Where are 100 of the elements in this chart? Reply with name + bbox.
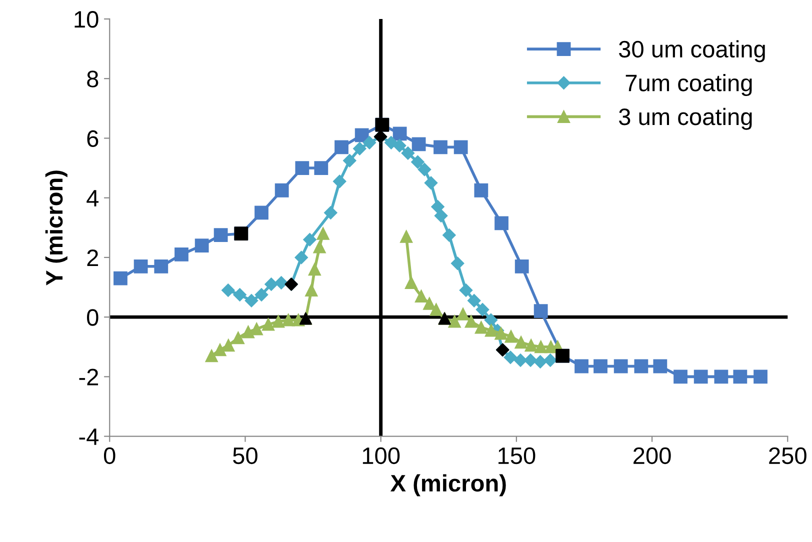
point: [305, 284, 318, 296]
point: [343, 154, 356, 168]
point: [484, 313, 498, 327]
legend-label: 3 um coating: [618, 108, 752, 130]
y-tick-label: 10: [74, 11, 98, 28]
point: [714, 370, 728, 384]
point: [524, 354, 538, 367]
point: [254, 206, 268, 220]
point: [634, 359, 648, 374]
point: [454, 140, 468, 154]
point: [353, 142, 366, 156]
point: [450, 256, 464, 270]
point: [244, 294, 258, 308]
x-tick-label: 50: [233, 447, 258, 464]
point: [282, 314, 295, 326]
point: [400, 230, 413, 243]
x-tick-label: 250: [769, 447, 806, 464]
point: [614, 359, 628, 374]
point: [242, 326, 254, 338]
point: [424, 176, 438, 190]
y-tick-label: -4: [79, 428, 99, 445]
point: [464, 315, 478, 328]
point: [313, 240, 326, 254]
point: [272, 315, 285, 328]
point: [418, 162, 432, 176]
x-axis-title: X (micron): [390, 474, 506, 496]
x-tick-label: 200: [634, 447, 671, 464]
point: [392, 126, 407, 141]
point: [295, 161, 310, 175]
point: [459, 284, 473, 297]
point: [694, 370, 708, 384]
point: [434, 209, 448, 222]
point: [134, 259, 148, 274]
point: [414, 290, 428, 302]
point: [333, 174, 346, 188]
point: [205, 350, 218, 362]
point: [214, 344, 226, 356]
point: [222, 339, 235, 352]
point: [254, 288, 268, 302]
point: [308, 263, 321, 276]
point: [303, 232, 316, 246]
legend-label: 7um coating: [626, 74, 752, 96]
point: [354, 128, 369, 142]
point: [316, 227, 330, 240]
point: [733, 370, 748, 384]
legend-label: 30 um coating: [618, 40, 765, 62]
point: [514, 336, 528, 349]
point: [754, 370, 768, 384]
point: [442, 228, 456, 242]
point: [314, 161, 328, 175]
point: [232, 332, 244, 344]
y-tick-label: 0: [86, 309, 98, 326]
x-tick-label: 0: [104, 447, 116, 464]
point: [384, 136, 398, 150]
point: [222, 284, 235, 297]
point: [494, 216, 508, 230]
point: [412, 137, 426, 152]
point: [154, 259, 168, 274]
point: [214, 228, 228, 242]
point: [484, 324, 498, 337]
point: [250, 322, 263, 336]
point: [514, 259, 529, 274]
y-axis-title: Y (micron): [45, 170, 68, 286]
point: [334, 140, 348, 154]
point: [674, 370, 688, 384]
y-tick-label: 4: [86, 190, 99, 206]
point: [494, 327, 508, 340]
point: [524, 339, 538, 352]
point: [431, 200, 444, 214]
point: [534, 340, 548, 354]
point: [264, 278, 278, 291]
point: [423, 297, 436, 310]
x-tick-label: 150: [498, 447, 536, 464]
point: [194, 238, 209, 252]
point: [233, 288, 246, 302]
point: [474, 321, 488, 334]
point: [404, 276, 418, 290]
point: [274, 183, 289, 198]
y-tick-label: 6: [87, 130, 98, 147]
point: [262, 318, 275, 331]
point: [653, 359, 668, 374]
point: [448, 315, 461, 328]
point: [362, 136, 376, 150]
point: [476, 303, 490, 316]
point: [392, 139, 406, 152]
point: [411, 155, 424, 169]
point: [324, 206, 338, 220]
point: [434, 140, 448, 154]
point: [504, 350, 518, 364]
point: [114, 271, 128, 286]
y-tick-label: 8: [87, 70, 98, 88]
point: [594, 359, 608, 374]
point: [274, 276, 288, 290]
point: [474, 183, 488, 198]
point: [534, 304, 548, 318]
x-tick-label: 100: [362, 447, 400, 464]
point: [430, 303, 442, 316]
point: [294, 250, 308, 264]
point: [174, 248, 188, 262]
point: [534, 355, 547, 368]
